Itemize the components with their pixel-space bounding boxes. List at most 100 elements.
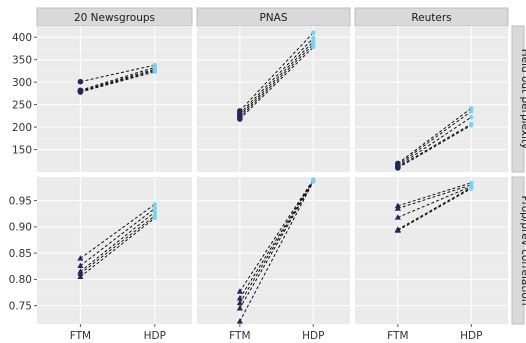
- x-tick-label: HDP: [302, 330, 324, 342]
- connecting-line: [239, 32, 314, 112]
- connecting-line: [80, 66, 155, 91]
- ftm-point: [77, 89, 84, 95]
- hdp-point: [469, 109, 474, 114]
- hdp-point: [469, 106, 474, 111]
- y-tick-label: 0.80: [9, 274, 32, 286]
- connecting-line: [397, 187, 472, 230]
- hdp-point: [469, 114, 474, 120]
- connecting-line: [80, 64, 155, 83]
- connecting-line: [397, 110, 472, 166]
- facet-strip-20-newsgroups: 20 Newsgroups: [36, 7, 193, 27]
- connecting-line: [397, 185, 472, 218]
- y-tick-label: 300: [12, 77, 32, 89]
- connecting-line: [80, 68, 155, 92]
- connecting-line: [397, 116, 472, 167]
- y-tick-label: 0.85: [9, 248, 32, 260]
- facet-title: PNAS: [259, 12, 287, 24]
- hdp-point: [469, 123, 474, 128]
- hdp-point: [152, 215, 157, 221]
- panel-background: [197, 26, 350, 172]
- connecting-line: [80, 69, 155, 93]
- connecting-line: [397, 124, 472, 169]
- ftm-point: [236, 318, 243, 324]
- connecting-line: [239, 37, 314, 114]
- panel-20-newsgroups-prop-prev-correlation: [37, 177, 192, 324]
- panel-pnas-held-out-perplexity: [197, 26, 350, 172]
- ftm-point: [77, 262, 84, 268]
- connecting-line: [80, 211, 156, 272]
- hdp-point: [311, 44, 316, 50]
- facet-title: 20 Newsgroups: [74, 12, 155, 24]
- y-tick-label: 150: [12, 144, 32, 156]
- hdp-point: [469, 186, 474, 191]
- panel-background: [355, 177, 508, 324]
- y-tick-label: 0.90: [9, 222, 32, 234]
- x-tick-label: FTM: [387, 330, 408, 342]
- hdp-point: [311, 30, 316, 35]
- connecting-line: [397, 182, 472, 207]
- connecting-line: [80, 217, 156, 278]
- connecting-line: [239, 179, 314, 292]
- panel-reuters-prop-prev-correlation: [355, 177, 508, 324]
- connecting-line: [239, 46, 314, 120]
- panel-background: [355, 26, 508, 172]
- hdp-point: [152, 206, 157, 211]
- row-title: Prop/prev correlation: [519, 196, 526, 306]
- ftm-point: [236, 299, 243, 306]
- connecting-line: [239, 181, 314, 322]
- y-tick-label: 350: [12, 54, 32, 66]
- y-tick-label: 400: [12, 32, 32, 44]
- ftm-point: [77, 255, 84, 261]
- hdp-point: [311, 35, 316, 41]
- y-tick-label: 0.75: [9, 300, 32, 312]
- connecting-line: [397, 184, 472, 209]
- hdp-point: [152, 209, 157, 215]
- row-strip-bg: [511, 176, 525, 325]
- facet-title: Reuters: [411, 12, 451, 24]
- ftm-point: [395, 165, 401, 171]
- ftm-point: [77, 273, 84, 279]
- connecting-line: [239, 44, 314, 118]
- ftm-point: [394, 214, 401, 220]
- connecting-line: [80, 71, 155, 93]
- x-tick-label: HDP: [144, 330, 166, 342]
- ftm-point: [236, 288, 243, 294]
- facet-strip-pnas: PNAS: [196, 7, 351, 27]
- ftm-point: [236, 305, 243, 311]
- ftm-point: [394, 205, 401, 211]
- facet-strip-reuters: Reuters: [354, 7, 509, 27]
- y-tick-label: 250: [12, 99, 32, 111]
- x-tick-label: FTM: [70, 330, 91, 342]
- connecting-line: [239, 41, 314, 116]
- ftm-point: [237, 116, 243, 122]
- row-strip-held-out-perplexity: Held out perplexity: [511, 25, 526, 173]
- hdp-point: [311, 179, 316, 184]
- connecting-line: [397, 188, 472, 231]
- row-strip-bg: [511, 25, 525, 173]
- panel-background: [37, 177, 192, 324]
- connecting-line: [397, 123, 472, 168]
- hdp-point: [152, 202, 157, 207]
- connecting-line: [80, 208, 156, 267]
- ftm-point: [394, 227, 401, 233]
- row-title: Held out perplexity: [519, 49, 526, 150]
- connecting-line: [80, 215, 156, 274]
- row-strip-prop-prev-correlation: Prop/prev correlation: [511, 176, 526, 325]
- y-tick-label: 200: [12, 122, 32, 134]
- ftm-point: [236, 295, 243, 301]
- hdp-point: [152, 69, 157, 75]
- y-tick-label: 0.95: [9, 195, 32, 207]
- x-tick-label: HDP: [460, 330, 482, 342]
- panel-background: [37, 26, 192, 172]
- panel-reuters-held-out-perplexity: [355, 26, 508, 172]
- ftm-point: [77, 270, 84, 276]
- x-tick-label: FTM: [229, 330, 250, 342]
- panel-pnas-prop-prev-correlation: [197, 177, 350, 324]
- connecting-line: [239, 180, 314, 309]
- connecting-line: [239, 180, 314, 304]
- panel-background: [197, 177, 350, 324]
- ftm-point: [77, 78, 84, 85]
- panel-20-newsgroups-held-out-perplexity: [37, 26, 192, 172]
- connecting-line: [239, 179, 314, 299]
